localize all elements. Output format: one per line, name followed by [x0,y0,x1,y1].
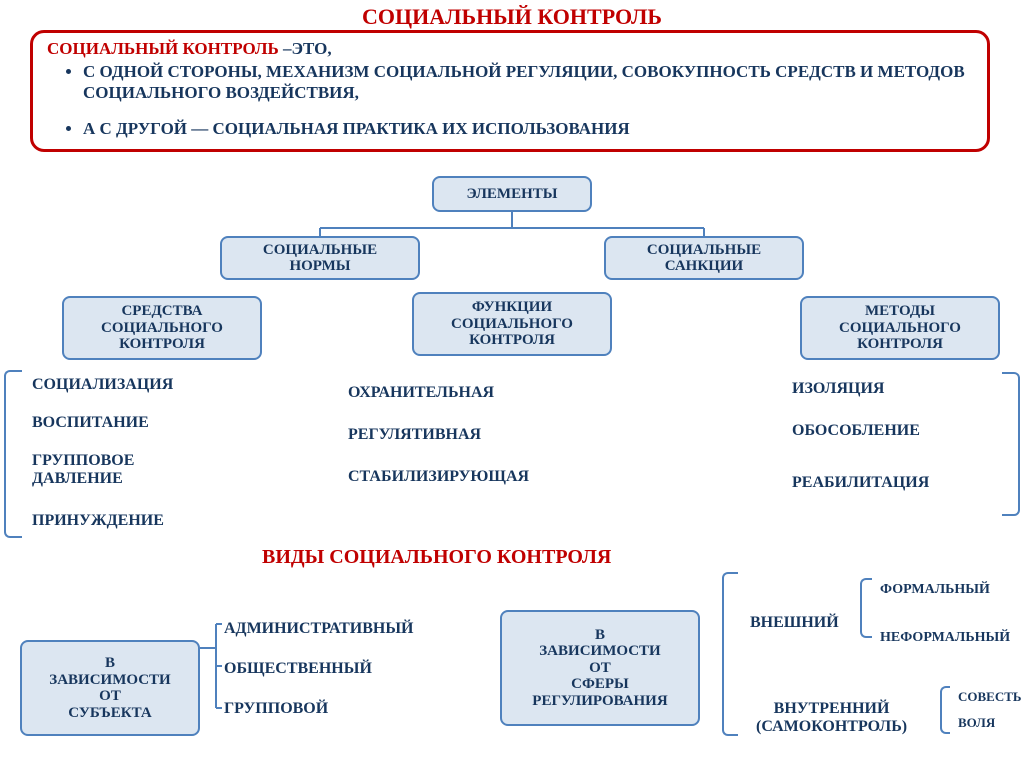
node-sphere: В ЗАВИСИМОСТИ ОТ СФЕРЫ РЕГУЛИРОВАНИЯ [500,610,700,726]
node-functions: ФУНКЦИИ СОЦИАЛЬНОГО КОНТРОЛЯ [412,292,612,356]
means-item-0: СОЦИАЛИЗАЦИЯ [32,376,173,394]
node-means: СРЕДСТВА СОЦИАЛЬНОГО КОНТРОЛЯ [62,296,262,360]
means-item-1: ВОСПИТАНИЕ [32,414,149,432]
definition-dash: –ЭТО, [279,39,332,58]
external-sub-1: НЕФОРМАЛЬНЫЙ [880,630,1010,645]
definition-bullet-2: А С ДРУГОЙ — СОЦИАЛЬНАЯ ПРАКТИКА ИХ ИСПО… [83,118,973,139]
bracket-sphere [722,572,738,736]
functions-item-2: СТАБИЛИЗИРУЮЩАЯ [348,468,529,486]
functions-item-0: ОХРАНИТЕЛЬНАЯ [348,384,494,402]
internal-sub-0: СОВЕСТЬ [958,690,1022,704]
sphere-external: ВНЕШНИЙ [750,614,839,632]
node-methods: МЕТОДЫ СОЦИАЛЬНОГО КОНТРОЛЯ [800,296,1000,360]
bracket-external [860,578,872,638]
internal-sub-1: ВОЛЯ [958,716,995,730]
node-elements: ЭЛЕМЕНТЫ [432,176,592,212]
methods-item-1: ОБОСОБЛЕНИЕ [792,422,920,440]
node-sanctions: СОЦИАЛЬНЫЕ САНКЦИИ [604,236,804,280]
means-item-2: ГРУППОВОЕ ДАВЛЕНИЕ [32,452,134,487]
node-subject: В ЗАВИСИМОСТИ ОТ СУБЪЕКТА [20,640,200,736]
section-types-title: ВИДЫ СОЦИАЛЬНОГО КОНТРОЛЯ [262,546,611,568]
functions-item-1: РЕГУЛЯТИВНАЯ [348,426,481,444]
bracket-internal [940,686,950,734]
means-item-3: ПРИНУЖДЕНИЕ [32,512,164,530]
subject-item-1: ОБЩЕСТВЕННЫЙ [224,660,372,678]
bracket-methods [1002,372,1020,516]
definition-term: СОЦИАЛЬНЫЙ КОНТРОЛЬ [47,39,279,58]
methods-item-0: ИЗОЛЯЦИЯ [792,380,884,398]
page-title: СОЦИАЛЬНЫЙ КОНТРОЛЬ [0,0,1024,30]
bracket-means [4,370,22,538]
methods-item-2: РЕАБИЛИТАЦИЯ [792,474,929,492]
node-norms: СОЦИАЛЬНЫЕ НОРМЫ [220,236,420,280]
definition-box: СОЦИАЛЬНЫЙ КОНТРОЛЬ –ЭТО, С ОДНОЙ СТОРОН… [30,30,990,152]
subject-item-2: ГРУППОВОЙ [224,700,328,718]
external-sub-0: ФОРМАЛЬНЫЙ [880,582,990,597]
sphere-internal: ВНУТРЕННИЙ (САМОКОНТРОЛЬ) [756,700,907,735]
subject-item-0: АДМИНИСТРАТИВНЫЙ [224,620,414,638]
definition-bullet-1: С ОДНОЙ СТОРОНЫ, МЕХАНИЗМ СОЦИАЛЬНОЙ РЕГ… [83,61,973,104]
